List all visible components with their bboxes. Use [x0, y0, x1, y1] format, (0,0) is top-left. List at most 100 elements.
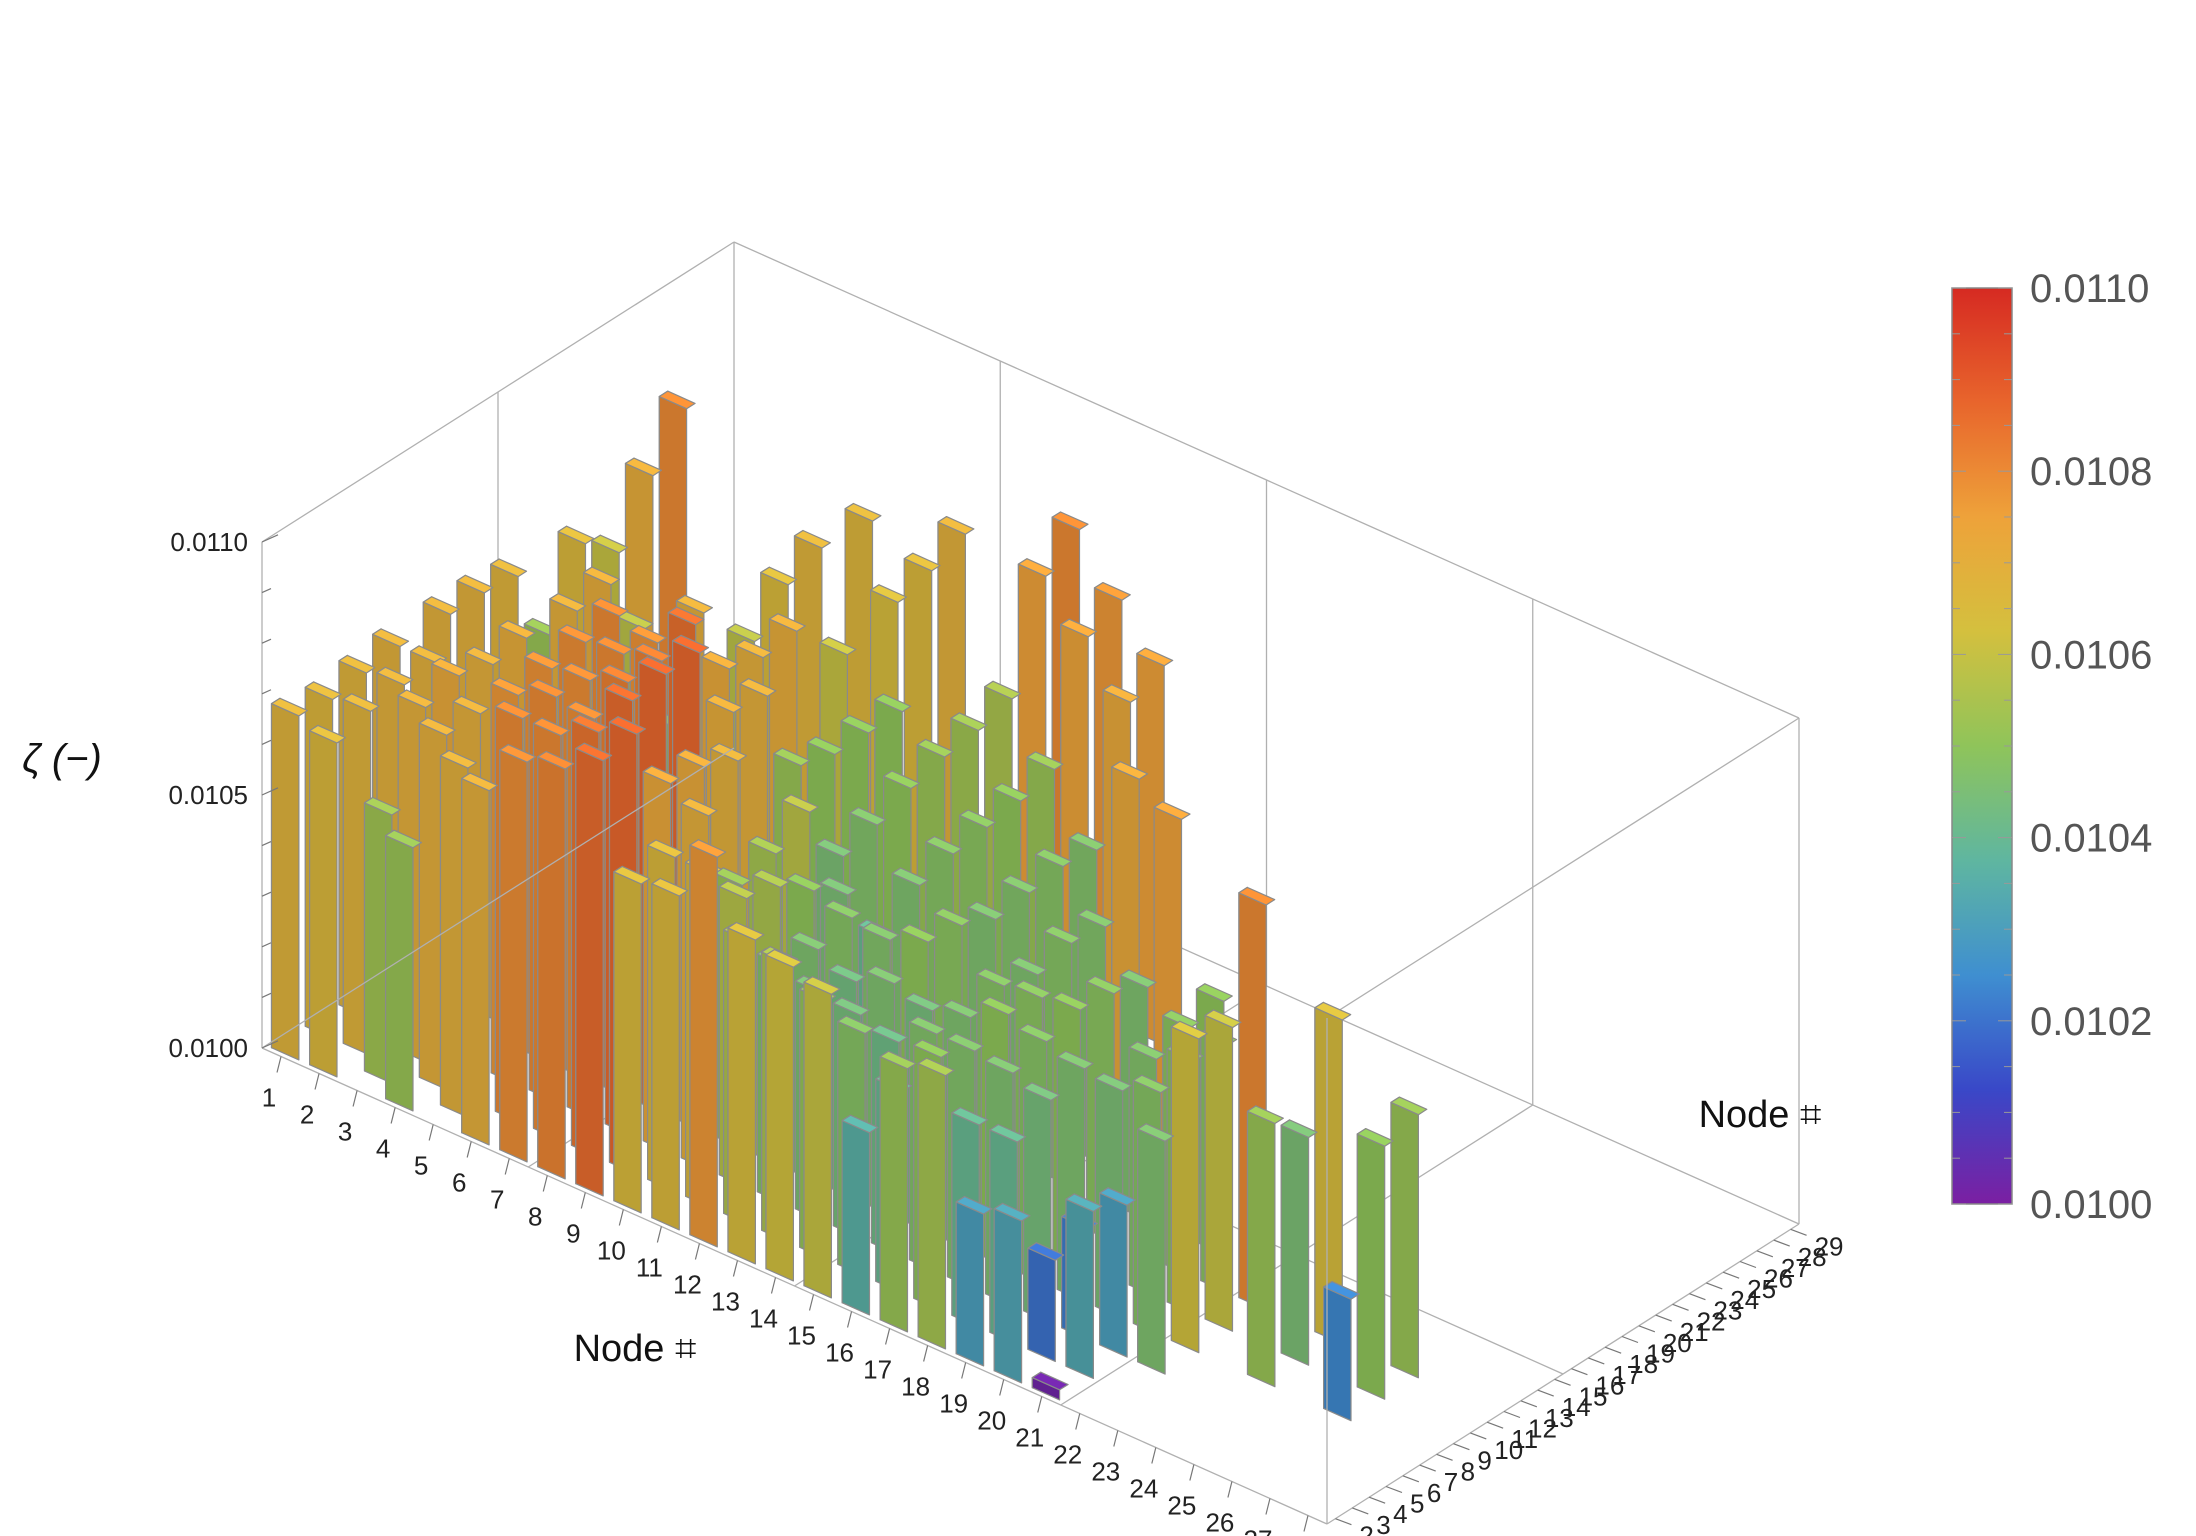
bar-top-face	[984, 680, 1022, 700]
bar-top-face	[916, 738, 954, 758]
y-tick-mark	[1470, 1432, 1487, 1440]
bar-top-face	[903, 552, 941, 572]
x-tick-mark	[1037, 1396, 1043, 1413]
x-tick-label: 15	[787, 1321, 816, 1351]
bar-top-face	[452, 695, 490, 715]
bar-top-face	[642, 765, 680, 785]
z-tick-mark	[261, 1040, 279, 1049]
y-tick-mark	[1554, 1378, 1571, 1386]
x-axis-label: Node ⌗	[574, 1328, 697, 1370]
bar-top-face	[992, 782, 1030, 802]
z-tick-mark	[261, 588, 272, 594]
bar-top-face	[980, 996, 1018, 1016]
y-tick-label: 11	[1511, 1424, 1538, 1454]
x-tick-mark	[580, 1192, 586, 1209]
bar-front-face	[1027, 1247, 1056, 1363]
bar	[803, 976, 841, 1299]
bar-top-face	[638, 656, 676, 676]
bar	[1322, 1280, 1361, 1422]
bar	[461, 772, 499, 1146]
y-tick-label: 13	[1545, 1403, 1574, 1433]
bar-front-face	[270, 702, 300, 1061]
y-tick-label: 18	[1629, 1349, 1658, 1379]
y-tick-mark	[1453, 1443, 1470, 1451]
bar-top-face	[1056, 1050, 1094, 1070]
bar-front-face	[1246, 1110, 1276, 1388]
bar-front-face	[1280, 1124, 1310, 1366]
x-tick-mark	[1265, 1498, 1271, 1515]
y-tick-mark	[1604, 1346, 1622, 1354]
bar	[1031, 1371, 1069, 1401]
bar-top-face	[1086, 975, 1124, 995]
x-tick-label: 6	[452, 1168, 466, 1198]
bar-top-face	[304, 681, 342, 701]
bar-top-face	[591, 597, 629, 617]
bar-top-face	[967, 901, 1005, 921]
y-tick-label: 17	[1612, 1360, 1641, 1390]
bar-top-face	[869, 584, 908, 604]
bar-top-face	[993, 1202, 1031, 1222]
y-tick-label: 7	[1444, 1467, 1458, 1497]
bar-top-face	[528, 679, 566, 698]
y-tick-label: 2	[1359, 1521, 1373, 1536]
x-tick-mark	[1303, 1515, 1309, 1532]
bar-top-face	[891, 867, 929, 887]
bar-top-face	[1060, 618, 1098, 638]
x-tick-mark	[656, 1226, 662, 1243]
bar	[418, 717, 456, 1091]
bar-front-face	[1170, 1026, 1200, 1354]
bar	[689, 839, 727, 1248]
z-tick-mark	[261, 689, 272, 695]
y-axis-ticks: 2 3 4 5 6 7 8 9 10111213141516171819202122232425…	[1335, 1228, 1843, 1536]
x-tick-label: 12	[673, 1270, 702, 1300]
bar-top-face	[862, 922, 900, 942]
bar-top-face	[819, 636, 857, 656]
bar	[1246, 1105, 1284, 1388]
bar-top-face	[900, 923, 938, 943]
bar-top-face	[270, 697, 308, 717]
x-tick-label: 27	[1243, 1525, 1272, 1536]
bar-top-face	[1027, 1242, 1065, 1261]
y-tick-mark	[1689, 1293, 1706, 1301]
bar-top-face	[629, 624, 667, 644]
bar-top-face	[701, 650, 739, 670]
y-tick-label: 6	[1427, 1478, 1441, 1508]
bar-top-face	[1009, 956, 1048, 976]
bar-top-face	[1052, 991, 1090, 1011]
y-tick-mark	[1672, 1303, 1689, 1311]
bar-top-face	[1314, 1001, 1352, 1021]
bar-top-face	[1246, 1105, 1284, 1125]
bar-top-face	[456, 574, 494, 594]
bar-top-face	[494, 700, 532, 720]
x-tick-label: 7	[490, 1185, 504, 1215]
x-tick-label: 26	[1205, 1508, 1234, 1536]
bar-top-face	[582, 566, 621, 586]
y-tick-label: 24	[1730, 1285, 1759, 1315]
bar-front-face	[689, 844, 718, 1248]
y-tick-label: 23	[1713, 1296, 1742, 1326]
bar-top-face	[608, 716, 647, 735]
x-tick-label: 11	[636, 1253, 663, 1283]
bar-front-face	[461, 777, 490, 1146]
y-tick-mark	[1621, 1335, 1639, 1344]
bar	[575, 742, 613, 1197]
bar-top-face	[1153, 801, 1191, 821]
bar-front-face	[575, 747, 604, 1197]
bar-top-face	[591, 534, 629, 554]
bar-top-face	[309, 724, 346, 744]
bar-top-face	[955, 1195, 993, 1215]
y-tick-label: 22	[1697, 1306, 1726, 1336]
bar-top-face	[633, 643, 672, 662]
x-tick-mark	[1189, 1464, 1195, 1481]
z-tick-mark	[261, 638, 272, 644]
bar-top-face	[385, 829, 423, 849]
y-tick-label: 15	[1579, 1381, 1608, 1411]
bar-top-face	[595, 636, 634, 656]
bar-top-face	[781, 794, 819, 813]
z-tick-label: 0.0105	[168, 780, 248, 810]
bar-top-face	[1018, 1023, 1056, 1043]
x-tick-mark	[390, 1107, 396, 1124]
y-tick-mark	[1520, 1400, 1538, 1408]
bar-top-face	[1043, 925, 1081, 945]
bar	[651, 877, 689, 1231]
